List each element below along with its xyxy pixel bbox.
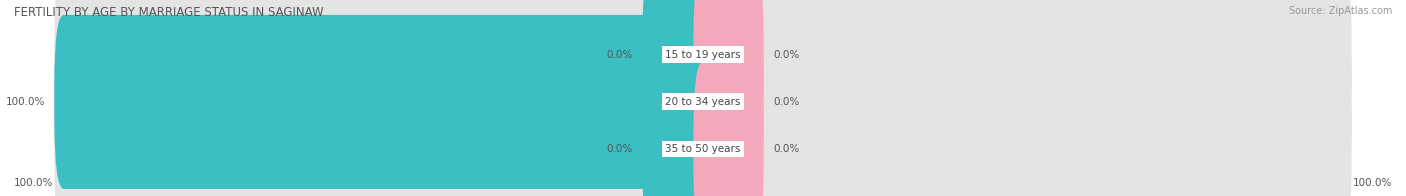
FancyBboxPatch shape	[55, 0, 1351, 142]
FancyBboxPatch shape	[693, 62, 763, 196]
Text: 0.0%: 0.0%	[773, 50, 800, 60]
Text: 0.0%: 0.0%	[773, 97, 800, 107]
FancyBboxPatch shape	[55, 15, 1351, 189]
Text: 35 to 50 years: 35 to 50 years	[665, 144, 741, 154]
Text: 0.0%: 0.0%	[773, 144, 800, 154]
FancyBboxPatch shape	[643, 0, 713, 142]
Text: 100.0%: 100.0%	[1353, 178, 1392, 188]
Text: 100.0%: 100.0%	[6, 97, 45, 107]
Text: 0.0%: 0.0%	[606, 50, 633, 60]
FancyBboxPatch shape	[643, 62, 713, 196]
FancyBboxPatch shape	[693, 15, 763, 189]
FancyBboxPatch shape	[55, 15, 725, 189]
Text: Source: ZipAtlas.com: Source: ZipAtlas.com	[1288, 6, 1392, 16]
Text: 100.0%: 100.0%	[14, 178, 53, 188]
FancyBboxPatch shape	[55, 62, 1351, 196]
Text: 15 to 19 years: 15 to 19 years	[665, 50, 741, 60]
Text: 20 to 34 years: 20 to 34 years	[665, 97, 741, 107]
FancyBboxPatch shape	[693, 0, 763, 142]
Text: 0.0%: 0.0%	[606, 144, 633, 154]
Text: FERTILITY BY AGE BY MARRIAGE STATUS IN SAGINAW: FERTILITY BY AGE BY MARRIAGE STATUS IN S…	[14, 6, 323, 19]
